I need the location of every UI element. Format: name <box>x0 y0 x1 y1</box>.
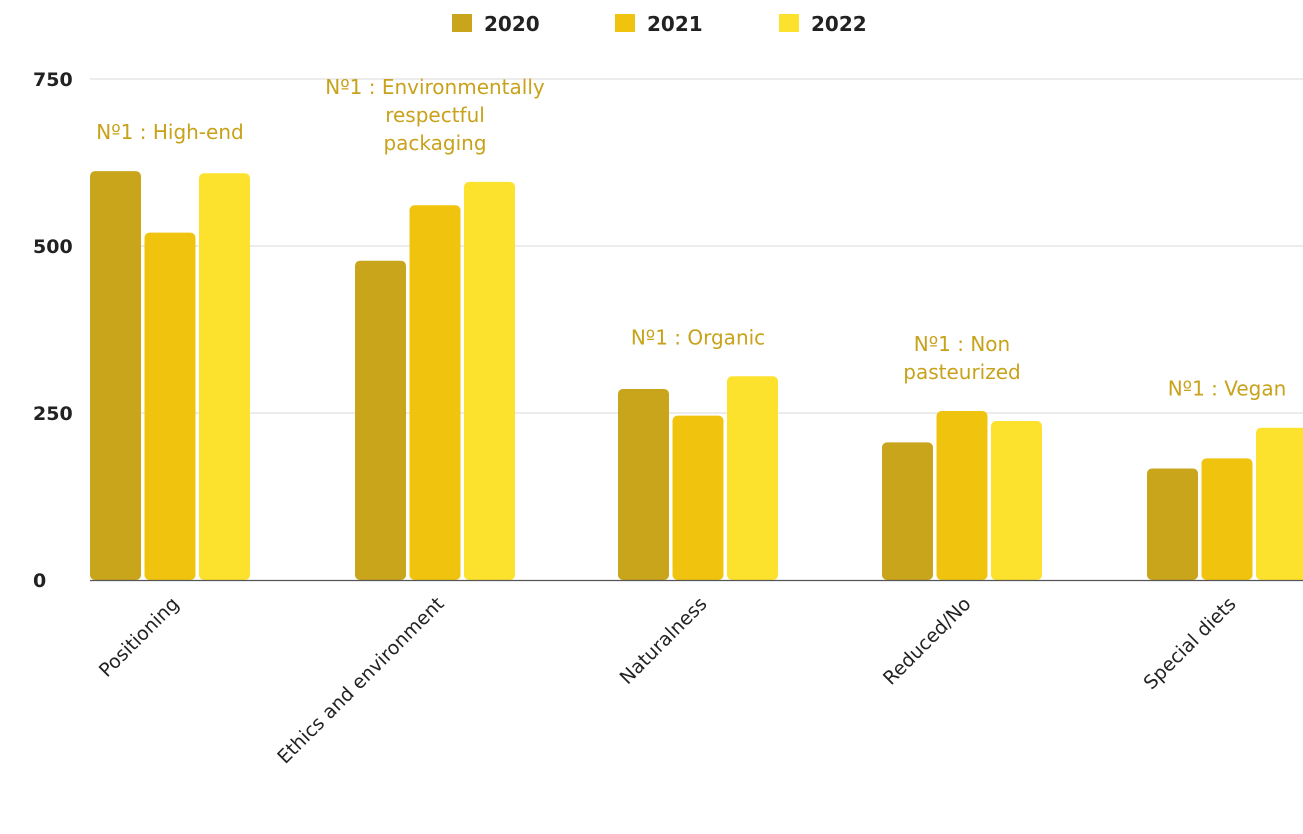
bar-2020-4 <box>1147 468 1198 580</box>
legend-label-2020: 2020 <box>484 12 540 36</box>
y-tick-label: 250 <box>33 403 73 425</box>
bar-2020-1 <box>355 260 406 580</box>
bar-2020-3 <box>882 442 933 580</box>
y-tick-label: 750 <box>33 69 73 91</box>
bar-2022-1 <box>464 181 515 580</box>
x-category-label: Reduced/No <box>879 593 976 690</box>
bars <box>90 171 1303 581</box>
legend-label-2022: 2022 <box>811 12 867 36</box>
annotations: Nº1 : High-end Nº1 : Environmentally respe… <box>96 75 1286 401</box>
x-category-label: Positioning <box>95 593 184 682</box>
annotation-line: packaging <box>383 131 486 155</box>
annotation-line: Nº1 : Vegan <box>1168 377 1287 401</box>
bar-2020-2 <box>618 388 669 580</box>
bar-2022-3 <box>991 421 1042 580</box>
y-axis: 0 250 500 750 <box>33 69 73 592</box>
bar-2021-4 <box>1201 458 1253 580</box>
x-category-label: Ethics and environment <box>273 593 448 768</box>
annotation-line: Nº1 : Environmentally <box>325 75 545 99</box>
bar-2022-4 <box>1256 427 1303 580</box>
bar-2021-0 <box>144 232 196 580</box>
grid <box>90 78 1303 414</box>
x-axis: Positioning Ethics and environment Natural… <box>90 579 1303 768</box>
legend-swatch-2020 <box>452 14 472 32</box>
x-category-label: Naturalness <box>616 593 712 689</box>
bar-2022-2 <box>727 376 778 580</box>
annotation-line: respectful <box>385 103 485 127</box>
annotation-line: pasteurized <box>903 360 1020 384</box>
legend: 2020 2021 2022 <box>452 12 867 36</box>
annotation-line: Nº1 : Non <box>914 332 1010 356</box>
legend-label-2021: 2021 <box>647 12 703 36</box>
bar-2022-0 <box>199 173 250 581</box>
legend-swatch-2022 <box>779 14 799 32</box>
bar-2021-1 <box>409 205 461 580</box>
bar-2021-2 <box>672 415 724 580</box>
y-tick-label: 0 <box>33 570 46 592</box>
annotation-line: Nº1 : Organic <box>631 325 765 349</box>
annotation-line: Nº1 : High-end <box>96 120 243 144</box>
bar-2021-3 <box>936 410 988 580</box>
x-category-label: Special diets <box>1140 593 1241 694</box>
bar-2020-0 <box>90 171 141 580</box>
y-tick-label: 500 <box>33 236 73 258</box>
legend-swatch-2021 <box>615 14 635 32</box>
